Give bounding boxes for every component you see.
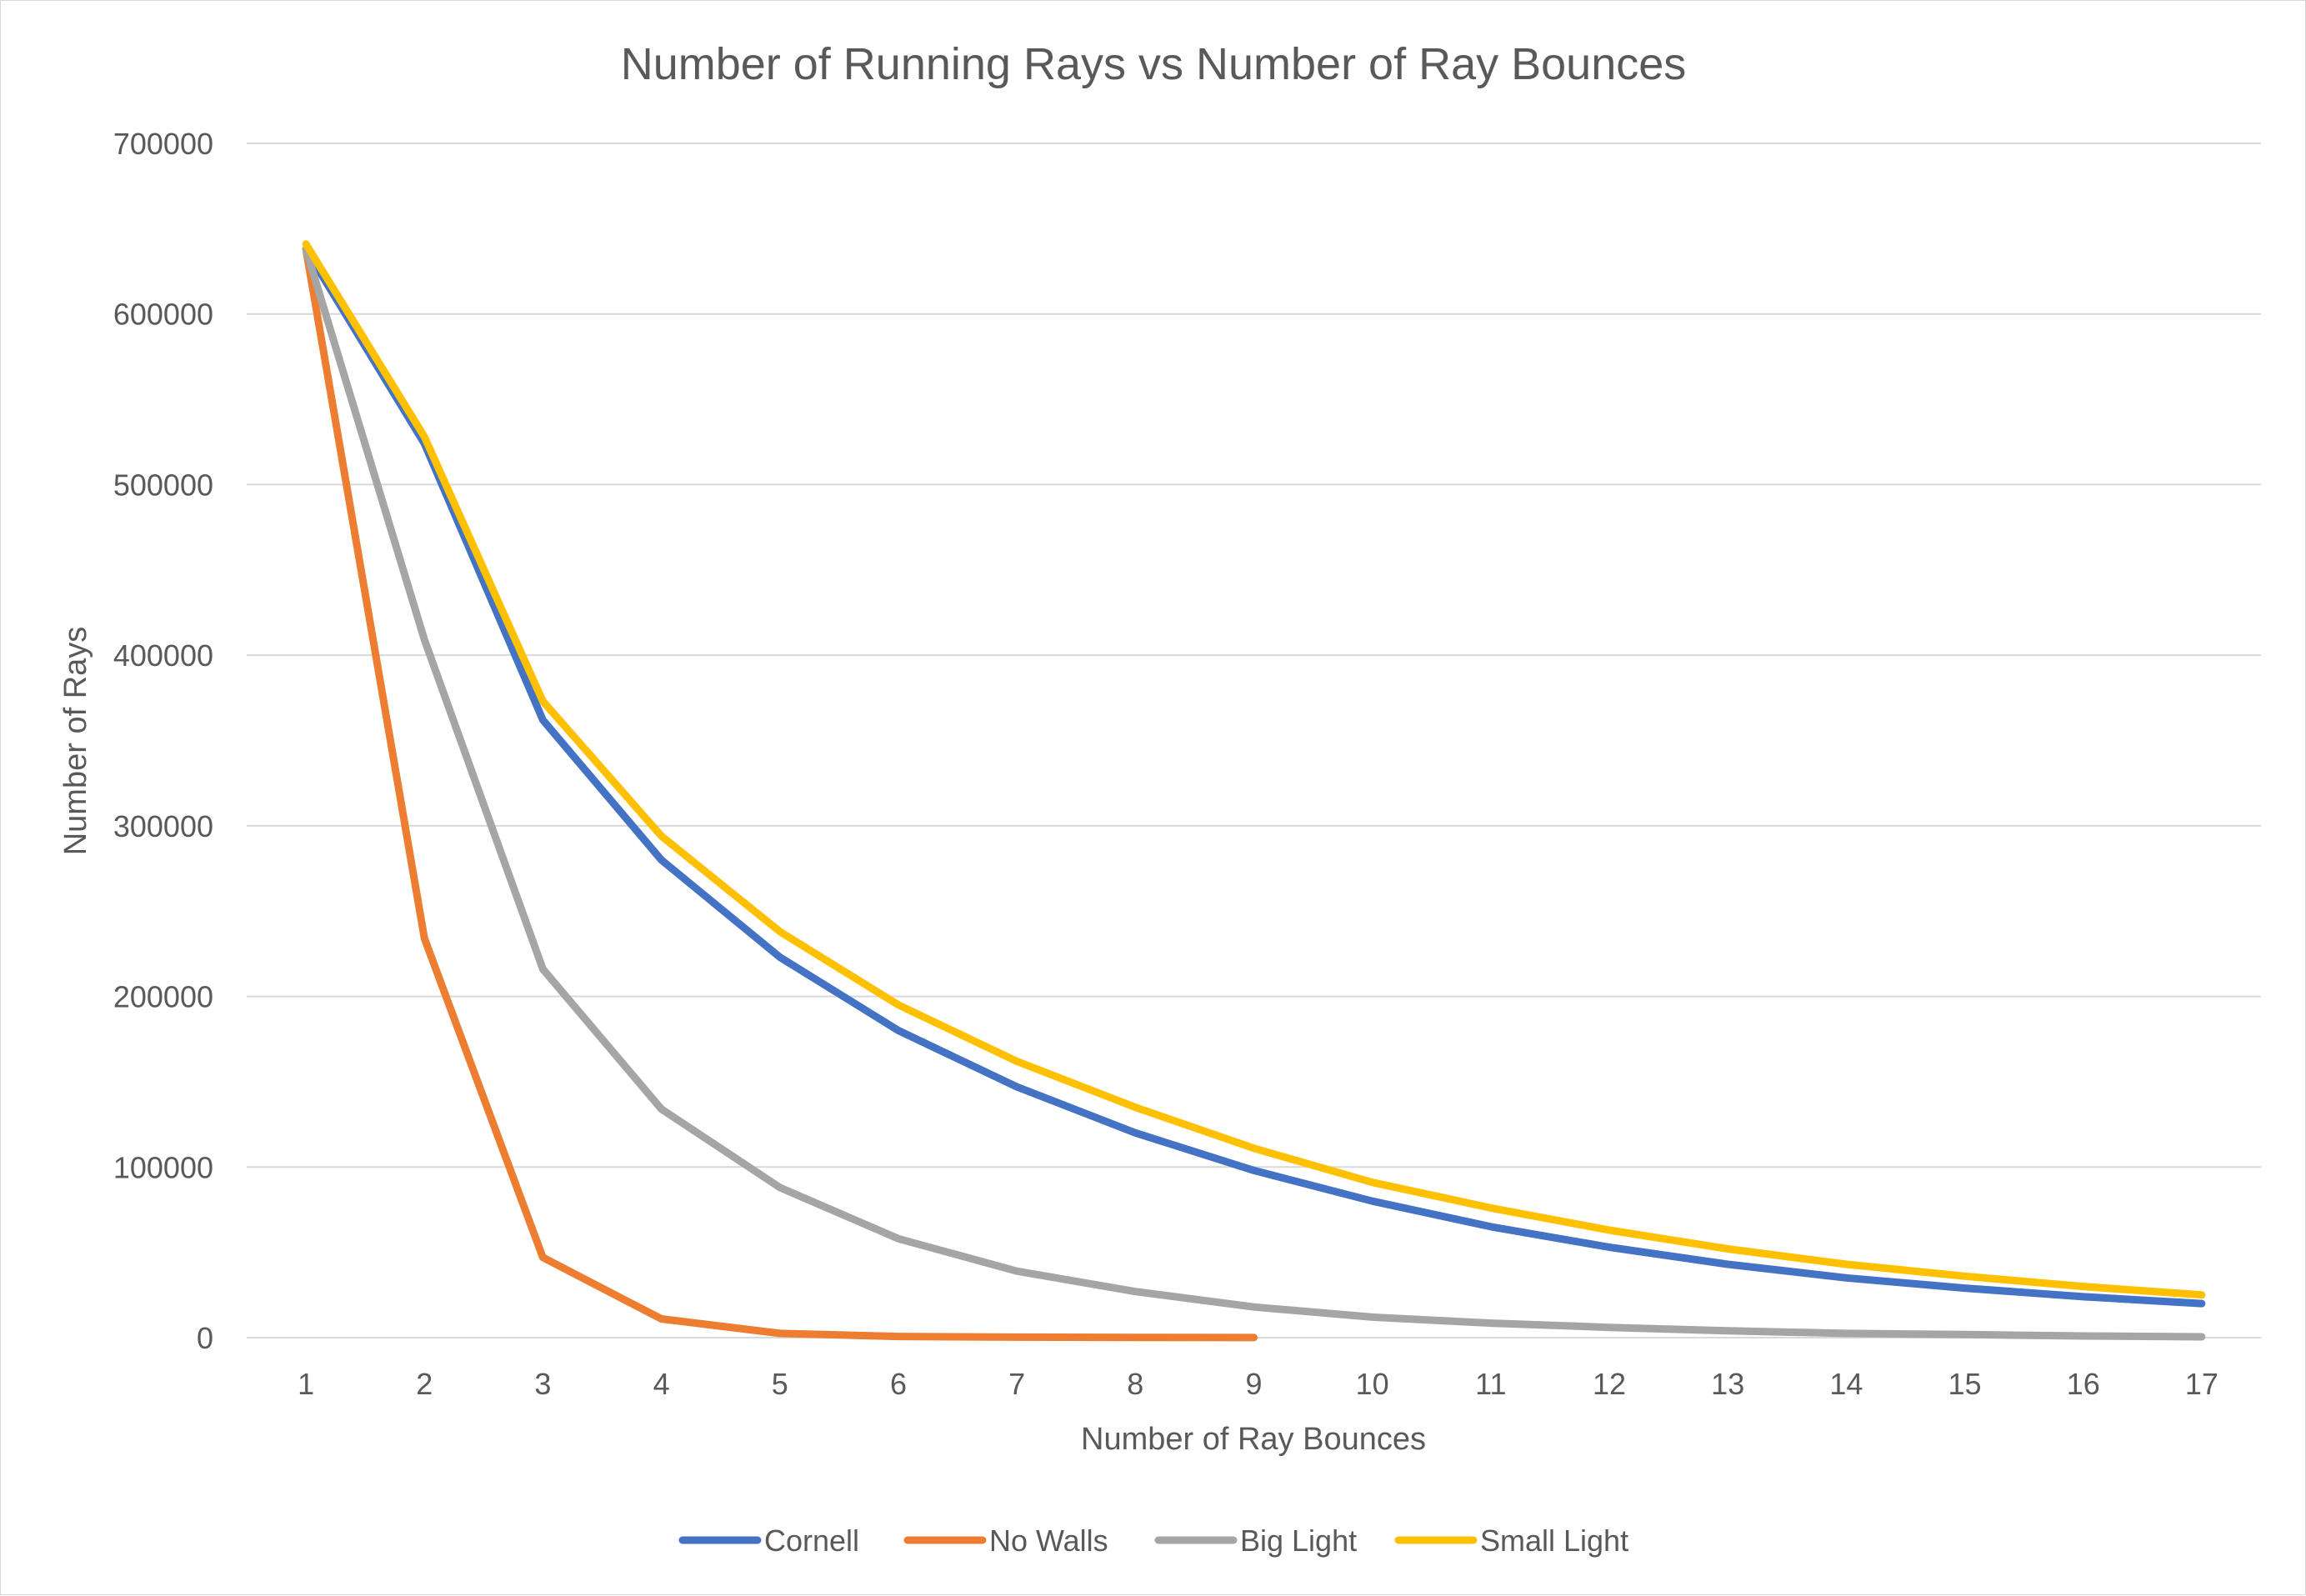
series-lines [302, 240, 2206, 1342]
series-line-small-light [302, 240, 2206, 1299]
x-tick-label: 5 [772, 1367, 788, 1401]
x-tick-label: 9 [1245, 1367, 1262, 1401]
legend-label: Big Light [1240, 1523, 1357, 1558]
y-tick-label: 100000 [113, 1150, 213, 1184]
y-axis-label: Number of Rays [58, 627, 93, 856]
gridlines [247, 143, 2261, 1338]
legend-label: No Walls [989, 1523, 1108, 1558]
x-tick-label: 11 [1475, 1367, 1506, 1401]
x-tick-label: 6 [890, 1367, 907, 1401]
x-tick-label: 15 [1948, 1367, 1982, 1401]
x-tick-label: 12 [1593, 1367, 1626, 1401]
y-axis-tick-labels: 0 100000 200000 300000 400000 500000 600000 700… [113, 127, 213, 1355]
x-axis-tick-labels: 1 2 3 4 5 6 7 8 9 10 11 12 13 14 15 16 17 [298, 1367, 2218, 1401]
x-tick-label: 8 [1127, 1367, 1143, 1401]
y-tick-label: 300000 [113, 809, 213, 843]
series-line-cornell [302, 245, 2206, 1308]
y-tick-label: 700000 [113, 127, 213, 161]
y-tick-label: 400000 [113, 638, 213, 673]
y-tick-label: 200000 [113, 980, 213, 1014]
x-tick-label: 10 [1356, 1367, 1389, 1401]
x-tick-label: 14 [1829, 1367, 1863, 1401]
x-axis-label: Number of Ray Bounces [1081, 1422, 1426, 1457]
x-tick-label: 2 [416, 1367, 433, 1401]
series-line-no-walls [302, 245, 1258, 1342]
x-tick-label: 1 [298, 1367, 314, 1401]
x-tick-label: 17 [2185, 1367, 2218, 1401]
x-tick-label: 3 [534, 1367, 551, 1401]
series-line-big-light [302, 245, 2206, 1341]
chart-title: Number of Running Rays vs Number of Ray … [621, 39, 1687, 89]
x-tick-label: 13 [1711, 1367, 1744, 1401]
y-tick-label: 0 [197, 1321, 213, 1355]
legend-label: Cornell [764, 1523, 859, 1558]
y-tick-label: 600000 [113, 298, 213, 332]
legend: Cornell No Walls Big Light Small Light [678, 1523, 1628, 1558]
x-tick-label: 4 [653, 1367, 670, 1401]
y-tick-label: 500000 [113, 468, 213, 502]
x-tick-label: 7 [1008, 1367, 1025, 1401]
x-tick-label: 16 [2067, 1367, 2100, 1401]
legend-label: Small Light [1480, 1523, 1628, 1558]
